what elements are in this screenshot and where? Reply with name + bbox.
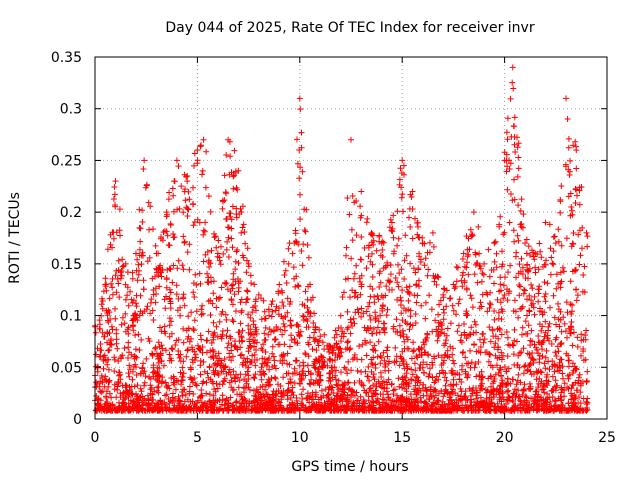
y-tick-label: 0.1 [60,309,82,325]
roti-peak-point [573,147,580,154]
roti-peak-point [141,157,148,164]
y-tick-label: 0.35 [51,50,82,66]
roti-peak-point [522,240,529,247]
y-tick-label: 0.15 [51,257,82,273]
roti-peak-point [194,147,201,154]
x-tick-label: 20 [496,430,514,446]
x-tick-label: 10 [291,430,309,446]
roti-peak-point [132,250,139,257]
roti-peak-point [317,333,324,340]
roti-peak-point [368,229,375,236]
roti-peak-point [235,167,242,174]
roti-peak-point [450,281,457,288]
roti-peak-point [501,157,508,164]
roti-peak-point [245,260,252,267]
x-tick-label: 25 [598,430,616,446]
roti-peak-point [399,157,406,164]
plot-frame [94,56,608,420]
y-tick-label: 0.25 [51,153,82,169]
roti-peak-point [200,136,207,143]
roti-peak-point [337,312,344,319]
roti-peak-point [409,188,416,195]
roti-peak-point [440,291,447,298]
x-axis: 0 5 10 15 20 25 [91,57,616,446]
roti-peak-point [509,64,516,71]
roti-peak-point [225,136,232,143]
roti-peak-point [296,95,303,102]
roti-peak-point [358,188,365,195]
roti-peak-point [470,209,477,216]
roti-peak-point [563,95,570,102]
x-axis-title: GPS time / hours [291,459,408,475]
roti-peak-point [429,229,436,236]
roti-peak-point [460,250,467,257]
data-points [92,64,591,414]
y-tick-label: 0.3 [60,102,82,118]
roti-peak-point [153,250,160,257]
roti-peak-point [388,219,395,226]
grid [95,57,607,419]
roti-peak-point [122,260,129,267]
roti-peak-point [173,157,180,164]
roti-peak-point [419,240,426,247]
roti-peak-point [276,281,283,288]
roti-peak-point [214,250,221,257]
roti-peak-point [327,343,334,350]
roti-peak-point [491,240,498,247]
roti-peak-point [378,240,385,247]
roti-peak-point [255,291,262,298]
roti-peak-point [542,219,549,226]
roti-peak-point [532,250,539,257]
roti-peak-point [286,240,293,247]
x-tick-label: 0 [91,430,100,446]
roti-peak-point [307,281,314,288]
x-tick-label: 15 [393,430,411,446]
x-tick-label: 5 [193,430,202,446]
roti-peak-point [112,178,119,185]
roti-markers [92,79,591,414]
roti-peak-point [102,281,109,288]
y-tick-label: 0.05 [51,360,82,376]
y-tick-label: 0.2 [60,205,82,221]
y-tick-label: 0 [73,412,82,428]
roti-peak-point [266,312,273,319]
roti-peak-point [163,209,170,216]
roti-peak-point [348,136,354,143]
chart-title: Day 044 of 2025, Rate Of TEC Index for r… [165,20,534,36]
y-axis: 0 0.05 0.1 0.15 0.2 0.25 0.3 0.35 [51,50,607,428]
roti-peak-point [184,178,191,185]
y-axis-title: ROTI / TECUs [7,192,23,284]
roti-peak-point [583,229,590,236]
roti-peak-point [481,260,488,267]
roti-peak-point [552,240,559,247]
